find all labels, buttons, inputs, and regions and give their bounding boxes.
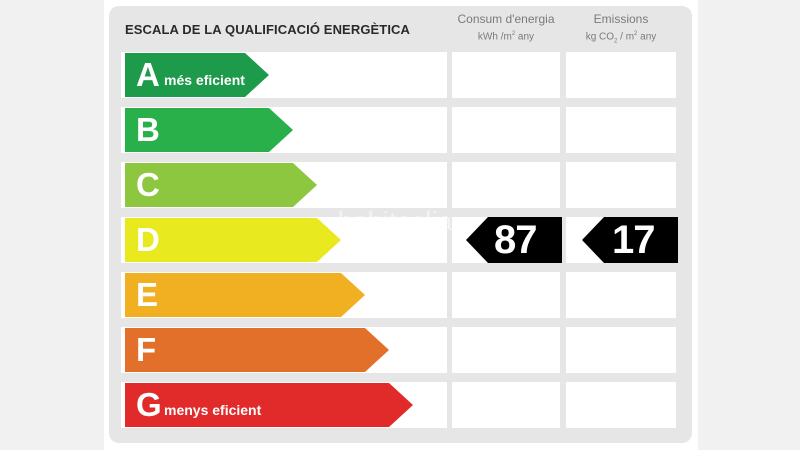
emissions-value-indicator: [582, 217, 678, 268]
emissions-cell: [566, 382, 676, 428]
rating-row-b: B: [0, 107, 800, 153]
watermark: habitaclia: [338, 206, 453, 236]
rating-row-f: F: [0, 327, 800, 373]
rating-label: menys eficient: [164, 402, 262, 418]
consumption-column-label: Consum d'energia: [457, 12, 555, 26]
consumption-value-indicator: [466, 217, 562, 268]
rating-arrow-e: [125, 273, 365, 317]
rating-row-d: D 87 17: [0, 217, 800, 263]
emissions-cell: [566, 162, 676, 208]
emissions-cell: [566, 327, 676, 373]
rating-arrow-f: [125, 328, 389, 372]
consumption-value: 87: [494, 218, 537, 262]
rating-arrow-d: [125, 218, 341, 262]
rating-letter: G: [136, 386, 162, 423]
rating-arrow-c: [125, 163, 317, 207]
emissions-cell: [566, 272, 676, 318]
rating-letter: B: [136, 111, 160, 148]
consumption-column-header: Consum d'energia kWh /m2 any: [452, 12, 560, 44]
emissions-cell: [566, 107, 676, 153]
rating-letter: D: [136, 221, 160, 258]
consumption-cell: [452, 162, 560, 208]
rating-letter: A: [136, 56, 160, 93]
consumption-cell: [452, 107, 560, 153]
rating-letter: C: [136, 166, 160, 203]
rating-arrow-g: [125, 383, 413, 427]
rating-letter: E: [136, 276, 159, 313]
scale-title: ESCALA DE LA QUALIFICACIÓ ENERGÈTICA: [125, 22, 411, 37]
rating-row-e: E: [0, 272, 800, 318]
rating-arrow-b: [125, 108, 293, 152]
emissions-value: 17: [612, 218, 655, 262]
emissions-cell: [566, 52, 676, 98]
rating-row-c: C: [0, 162, 800, 208]
rating-arrow-a: [125, 53, 269, 97]
consumption-cell: [452, 272, 560, 318]
consumption-cell: [452, 52, 560, 98]
rating-letter: F: [136, 331, 157, 368]
consumption-cell: [452, 327, 560, 373]
consumption-unit: kWh /m2 any: [477, 31, 535, 43]
rating-label: més eficient: [164, 72, 245, 88]
consumption-cell: [452, 382, 560, 428]
emissions-unit: kg CO2 / m2 any: [585, 31, 657, 45]
emissions-column-label: Emissions: [593, 12, 649, 26]
emissions-column-header: Emissions kg CO2 / m2 any: [566, 12, 676, 49]
